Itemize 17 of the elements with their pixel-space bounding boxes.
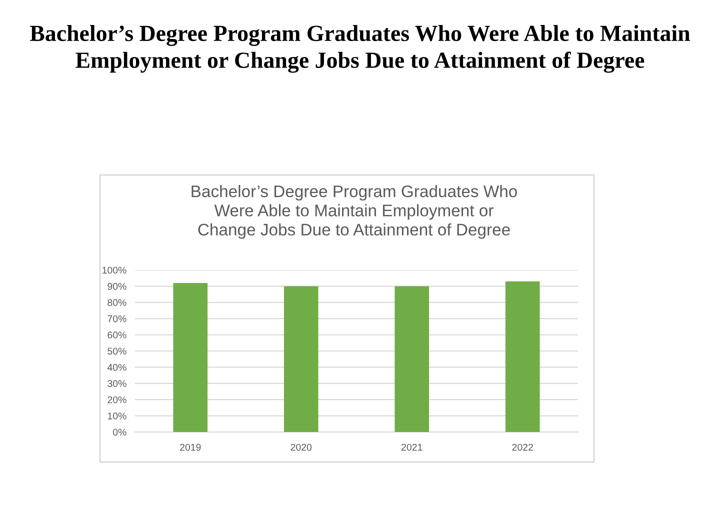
y-tick-label: 60% bbox=[108, 332, 126, 338]
y-tick-label: 30% bbox=[108, 380, 126, 388]
y-tick-label: 50% bbox=[108, 348, 126, 355]
y-tick-label: 100% bbox=[102, 266, 126, 274]
y-tick-label: 10% bbox=[108, 412, 126, 420]
y-tick-label: 40% bbox=[107, 364, 126, 371]
x-tick-label: 2021 bbox=[402, 444, 422, 451]
chart-title: Bachelor’s Degree Program Graduates Who Were Able to Maintain Employment or Change Jobs Due to Attainment of Degree bbox=[30, 25, 690, 73]
x-tick-label: 2022 bbox=[512, 444, 533, 451]
y-tick-label: 0% bbox=[112, 428, 126, 436]
x-tick-label: 2019 bbox=[180, 444, 201, 451]
y-tick-label: 90% bbox=[108, 282, 126, 290]
y-tick-label: 20% bbox=[108, 396, 126, 404]
y-tick-label: 80% bbox=[108, 299, 126, 306]
y-tick-label: 70% bbox=[108, 315, 126, 322]
x-tick-label: 2020 bbox=[290, 444, 312, 451]
chart-subtitle: Bachelor’s Degree Program Graduates Who Were Able to Maintain Employment or Change Jobs Due to Attainment of Degree bbox=[192, 185, 517, 239]
